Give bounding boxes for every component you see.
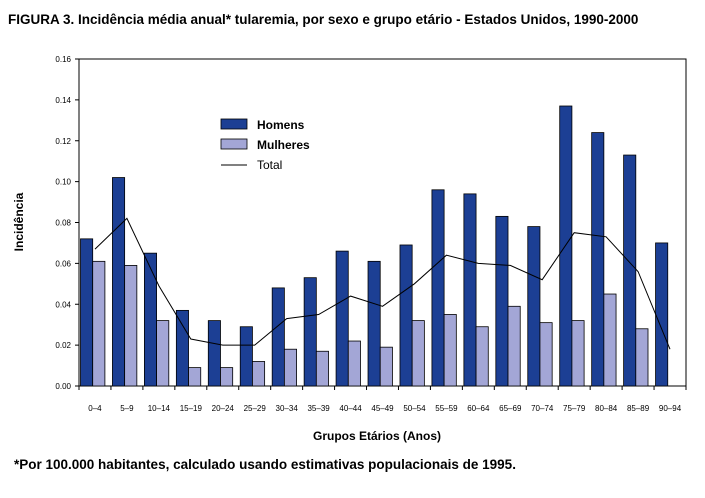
bar-homens <box>367 260 381 387</box>
bar-homens <box>655 242 669 387</box>
bar-mulheres <box>283 348 297 387</box>
y-axis-title: Incidência <box>12 192 26 251</box>
bar-mulheres <box>156 320 170 387</box>
bar-mulheres <box>124 265 138 387</box>
bar-homens <box>527 226 541 387</box>
y-tick-label: 0.14 <box>55 96 71 105</box>
bar-mulheres <box>539 322 553 387</box>
bar-mulheres <box>188 367 202 387</box>
bar-mulheres <box>347 340 361 387</box>
x-tick-label: 60–64 <box>467 404 490 413</box>
x-tick-label: 0–4 <box>88 404 102 413</box>
bar-mulheres <box>92 260 106 387</box>
bar-mulheres <box>507 305 521 387</box>
bar-homens <box>271 287 285 387</box>
x-tick-label: 20–24 <box>212 404 235 413</box>
x-tick-label: 65–69 <box>499 404 522 413</box>
bar-homens <box>143 252 157 387</box>
y-tick-label: 0.06 <box>55 259 71 268</box>
x-tick-label: 80–84 <box>595 404 618 413</box>
x-tick-label: 70–74 <box>531 404 554 413</box>
y-tick-label: 0.04 <box>55 300 71 309</box>
x-tick-label: 25–29 <box>244 404 267 413</box>
bar-homens <box>80 238 94 387</box>
x-tick-label: 40–44 <box>339 404 362 413</box>
y-tick-label: 0.08 <box>55 219 71 228</box>
bar-homens <box>335 250 349 387</box>
legend-swatch-homens <box>220 118 248 130</box>
bar-mulheres <box>603 293 617 387</box>
x-tick-label: 75–79 <box>563 404 586 413</box>
bar-mulheres <box>571 320 585 387</box>
bar-homens <box>112 177 126 387</box>
legend: Homens Mulheres Total <box>220 118 310 172</box>
bar-mulheres <box>443 314 457 387</box>
bar-mulheres <box>315 350 329 387</box>
legend-label-mulheres: Mulheres <box>257 138 310 152</box>
x-tick-label: 45–49 <box>371 404 394 413</box>
bar-mulheres <box>252 361 266 387</box>
x-tick-label: 30–34 <box>276 404 299 413</box>
y-tick-label: 0.00 <box>55 382 71 391</box>
x-tick-label: 35–39 <box>307 404 330 413</box>
legend-swatch-mulheres <box>220 138 248 150</box>
bar-homens <box>303 277 317 387</box>
bar-homens <box>623 154 637 387</box>
bar-homens <box>399 244 413 387</box>
bar-homens <box>239 326 253 387</box>
legend-label-homens: Homens <box>257 118 305 132</box>
bar-homens <box>463 193 477 387</box>
bar-homens <box>591 132 605 387</box>
bar-homens <box>175 309 189 387</box>
x-tick-label: 5–9 <box>120 404 134 413</box>
bar-mulheres <box>220 367 234 387</box>
y-axis-ticks: 0.00 0.02 0.04 0.06 0.08 0.10 0.12 0.14 0.16 <box>55 55 79 391</box>
x-tick-label: 85–89 <box>627 404 650 413</box>
bar-mulheres <box>475 326 489 387</box>
bar-homens <box>559 105 573 387</box>
bar-mulheres <box>635 328 649 387</box>
bar-homens <box>207 320 221 387</box>
y-tick-label: 0.12 <box>55 137 71 146</box>
x-axis-ticks: 0–4 5–9 10–14 15–19 20–24 25–29 30–34 35–39 40–4… <box>78 386 687 413</box>
x-tick-label: 55–59 <box>435 404 458 413</box>
figure-title: FIGURA 3. Incidência média anual* tulare… <box>8 12 639 27</box>
footnote: *Por 100.000 habitantes, calculado usand… <box>14 457 516 472</box>
total-line-group <box>94 217 671 350</box>
x-tick-label: 50–54 <box>403 404 426 413</box>
bar-mulheres <box>379 346 393 387</box>
series-line-total <box>94 217 671 350</box>
x-axis-title: Grupos Etários (Anos) <box>313 429 441 443</box>
y-tick-label: 0.10 <box>55 178 71 187</box>
x-tick-label: 10–14 <box>148 404 171 413</box>
x-tick-label: 90–94 <box>659 404 682 413</box>
legend-label-total: Total <box>257 158 282 172</box>
x-tick-label: 15–19 <box>180 404 203 413</box>
y-tick-label: 0.02 <box>55 341 71 350</box>
y-tick-label: 0.16 <box>55 55 71 64</box>
bars-group <box>80 105 669 387</box>
bar-mulheres <box>411 320 425 387</box>
bar-homens <box>495 215 509 387</box>
bar-homens <box>431 189 445 387</box>
